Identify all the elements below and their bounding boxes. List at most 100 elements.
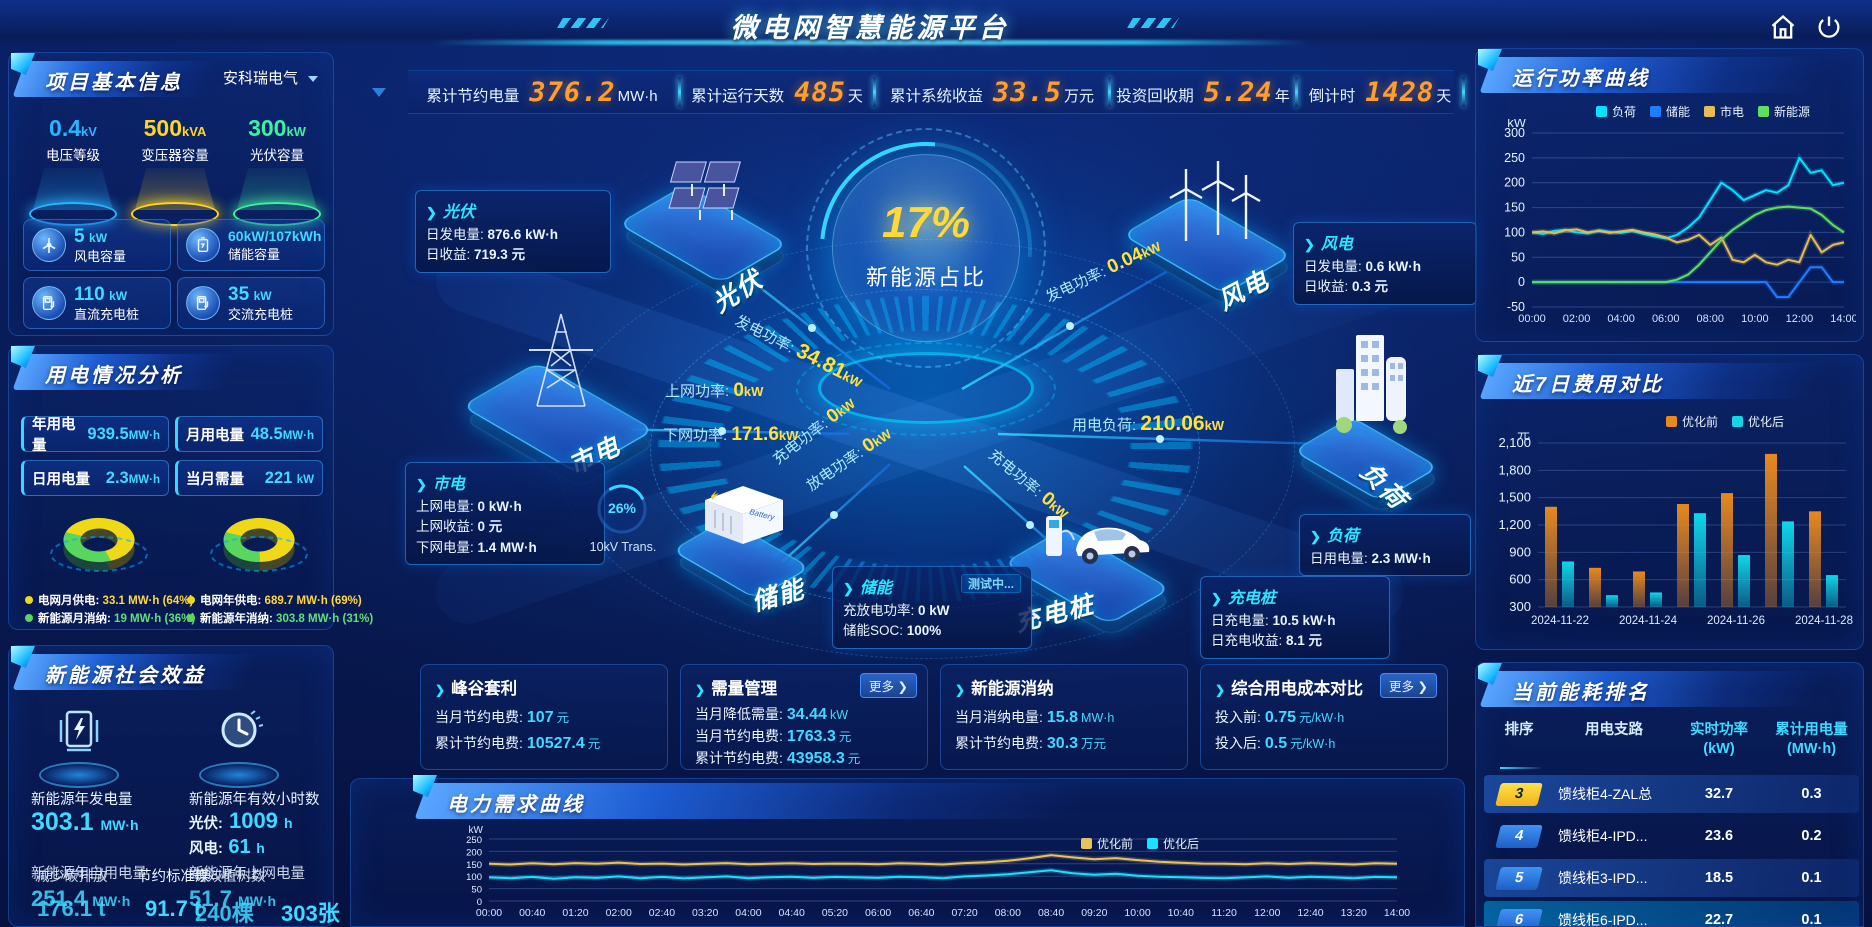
more-button[interactable]: 更多 ❯	[1380, 673, 1437, 698]
svg-text:600: 600	[1509, 572, 1531, 587]
legend-renewable-month: 新能源月消纳: 19 MW·h (36%)	[25, 610, 195, 626]
rank-badge: 4	[1495, 824, 1543, 848]
co2-label: 减少碳排放	[35, 869, 108, 885]
svg-text:04:40: 04:40	[779, 907, 805, 919]
rank-table-header: 排序 用电支路 实时功率 (kW) 累计用电量 (MW·h)	[1504, 722, 1848, 757]
coal-label: 节约标准煤	[137, 869, 210, 885]
svg-text:12:00: 12:00	[1786, 313, 1814, 325]
svg-text:08:40: 08:40	[1038, 907, 1064, 919]
kpi-bar: 累计节约电量 376.2 MW·h 累计运行天数 485 天 累计系统收益 33.5 万元 …	[408, 70, 1465, 114]
kpi-divider	[1108, 77, 1111, 107]
tree-label: 等效植树数	[193, 869, 266, 885]
panel-social-benefit: 新能源社会效益 新能源年发电量 303.1 MW·h 新能源年有效小时数 光伏:…	[8, 645, 340, 927]
top-header: 微电网智慧能源平台	[0, 0, 1872, 46]
power-icon[interactable]	[1814, 13, 1844, 41]
rank-badge: 3	[1495, 782, 1543, 806]
panel-usage-analysis: 用电情况分析 年用电量 939.5MW·h 月用电量 48.5MW·h 日用电量…	[8, 345, 373, 630]
svg-text:50: 50	[471, 885, 482, 896]
demand-chart-legend: 优化前 优化后	[1081, 835, 1199, 852]
svg-text:02:00: 02:00	[606, 907, 632, 919]
svg-text:01:20: 01:20	[562, 907, 588, 919]
coal-value: 91.7 t	[145, 896, 202, 921]
chevron-down-icon	[308, 76, 319, 83]
panel-title: 项目基本信息	[45, 72, 183, 94]
self-use-value: 251.4 MW·h	[31, 886, 131, 911]
yearly-usage-chip: 年用电量 939.5MW·h	[21, 416, 169, 454]
card-demand-management: ❯ 需量管理 更多 ❯ 当月降低需量: 34.44 kW 当月节约电费: 1763.3 元…	[680, 664, 928, 770]
spotlight-ring	[131, 202, 219, 226]
svg-text:900: 900	[1509, 544, 1531, 559]
company-dropdown[interactable]: 安科瑞电气	[223, 67, 319, 88]
orb-dashed-ring	[806, 128, 1046, 368]
testing-badge: 测试中...	[960, 574, 1021, 593]
panel-energy-rank: 当前能耗排名 排序 用电支路 实时功率 (kW) 累计用电量 (MW·h) 3 馈线…	[1475, 662, 1864, 927]
power-curve-chart: kW 300 250 200 150 100 50 0 -50 00:00 02:00 04:00 06…	[1488, 115, 1858, 333]
tree-value: 240棵	[195, 901, 254, 926]
arrow-icon: ❯	[1304, 237, 1315, 252]
svg-text:12:00: 12:00	[1254, 907, 1280, 919]
charger-icon	[186, 286, 220, 320]
svg-text:10:40: 10:40	[1168, 907, 1194, 919]
panel-title: 电力需求曲线	[447, 794, 585, 816]
svg-text:300: 300	[1504, 126, 1525, 140]
kpi-system-revenue: 累计系统收益 33.5 万元	[889, 76, 1095, 108]
svg-text:10:00: 10:00	[1741, 313, 1769, 325]
header-decoration-left	[557, 18, 609, 28]
panel-title: 用电情况分析	[45, 365, 183, 387]
rank-table-divider	[1500, 767, 1540, 769]
rank-row-4[interactable]: 4 馈线柜4-IPD... 23.6 0.2	[1484, 817, 1859, 855]
svg-text:kW: kW	[469, 825, 484, 836]
grid-info-box: ❯ 市电 上网电量: 0 kW·h 上网收益: 0 元 下网电量: 1.4 MW·…	[405, 462, 605, 565]
svg-text:00:40: 00:40	[519, 907, 545, 919]
charger-icon	[32, 286, 66, 320]
svg-text:06:00: 06:00	[865, 907, 891, 919]
svg-text:02:00: 02:00	[1563, 313, 1591, 325]
kpi-divider	[678, 77, 681, 107]
building-icon	[1336, 335, 1407, 434]
cert-value: 303张	[281, 901, 340, 926]
svg-text:08:00: 08:00	[1697, 313, 1725, 325]
company-name: 安科瑞电气	[223, 70, 299, 87]
legend-grid-month: 电网月供电: 33.1 MW·h (64%)	[25, 592, 193, 608]
panel-title: 近7日费用对比	[1512, 374, 1665, 396]
chevron-down-icon[interactable]	[372, 88, 386, 97]
home-icon[interactable]	[1768, 13, 1798, 41]
storage-capacity-card: 60kW/107kWh 储能容量	[177, 219, 325, 271]
storage-info-box: ❯ 储能 测试中... 充放电功率: 0 kW 储能SOC: 100%	[832, 566, 1032, 649]
rank-row-5[interactable]: 5 馈线柜3-IPD... 18.5 0.1	[1484, 859, 1859, 897]
spotlight-cone	[237, 168, 317, 210]
hours-pedestal-icon	[193, 704, 285, 790]
panel-power-curve: 运行功率曲线 负荷 储能 市电 新能源 kW 300 250 200 150 100 50 0 -50…	[1475, 48, 1864, 342]
card-cost-comparison: ❯ 综合用电成本对比 更多 ❯ 投入前: 0.75 元/kW·h 投入后: 0.5 元/k…	[1200, 664, 1448, 770]
down-grid-power-label: 下网功率: 171.6kW	[663, 424, 799, 445]
monthly-demand-chip: 当月需量 221 kW	[175, 460, 323, 496]
more-button[interactable]: 更多 ❯	[860, 673, 917, 698]
panel-corner-icon	[1478, 49, 1502, 71]
cost-compare-chart: 元 2,100 1,800 1,500 1,200 900 600 300 2024-11-22…	[1488, 427, 1856, 637]
ac-charger-card: 35 kW 交流充电桩	[177, 277, 325, 329]
svg-text:元: 元	[1517, 431, 1530, 442]
arrow-icon: ❯	[416, 477, 427, 492]
svg-text:2024-11-28: 2024-11-28	[1795, 615, 1853, 627]
arrow-icon: ❯	[435, 683, 446, 697]
rank-row-3[interactable]: 3 馈线柜4-ZAL总 32.7 0.3	[1484, 775, 1859, 813]
svg-text:2024-11-22: 2024-11-22	[1531, 615, 1589, 627]
panel-corner-icon	[1478, 663, 1502, 685]
node-pv: 光伏	[617, 154, 791, 324]
node-storage: Battery 储能	[670, 470, 815, 620]
svg-text:250: 250	[1504, 151, 1525, 165]
orb-base-dashed-ring	[796, 342, 1056, 436]
rank-row-6[interactable]: 6 馈线柜6-IPD... 22.7 0.1	[1484, 901, 1859, 926]
transformer-load-gauge: 26%	[595, 482, 649, 536]
svg-text:2024-11-26: 2024-11-26	[1707, 615, 1765, 627]
svg-text:10:00: 10:00	[1124, 907, 1150, 919]
svg-text:02:40: 02:40	[649, 907, 675, 919]
panel-corner-icon	[1478, 355, 1502, 377]
svg-text:100: 100	[1504, 225, 1525, 239]
node-grid: 市电	[461, 304, 657, 494]
node-load: 负荷	[1292, 319, 1442, 534]
panel-corner-icon	[11, 346, 35, 368]
kpi-saved-energy: 累计节约电量 376.2 MW·h	[426, 76, 658, 108]
clock-icon	[221, 710, 263, 748]
svg-text:2024-11-24: 2024-11-24	[1619, 615, 1678, 627]
